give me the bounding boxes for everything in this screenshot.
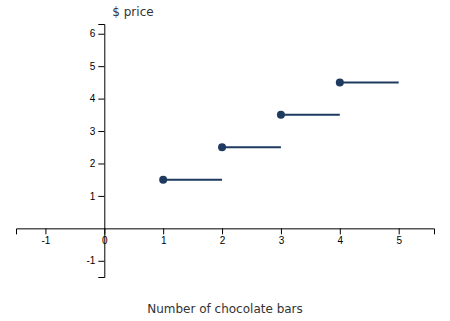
closed-endpoint — [159, 176, 167, 184]
x-tick: 5 — [396, 228, 402, 246]
y-tick-label: 1 — [90, 191, 96, 202]
y-tick: 1 — [90, 191, 105, 202]
y-tick: 4 — [90, 93, 105, 104]
y-tick-mark — [98, 66, 104, 67]
plot: -1012345-1123456 — [17, 25, 435, 278]
x-tick: 4 — [338, 228, 344, 246]
x-tick-label: 2 — [220, 235, 226, 246]
closed-endpoint — [336, 78, 344, 86]
x-tick-label: 1 — [161, 235, 167, 246]
y-tick-label: 3 — [90, 126, 96, 137]
y-tick: 5 — [90, 61, 105, 72]
x-tick: 2 — [220, 228, 226, 246]
y-tick-mark — [98, 131, 104, 132]
marks — [159, 78, 398, 183]
x-axis: -1012345 — [17, 228, 435, 246]
y-tick-mark — [98, 196, 104, 197]
x-tick-mark — [281, 228, 282, 234]
series — [159, 78, 398, 183]
closed-endpoint — [277, 111, 285, 119]
step-segment — [340, 81, 399, 83]
x-axis-line — [17, 229, 435, 235]
x-tick-mark — [340, 228, 341, 234]
x-tick-label: 5 — [396, 235, 402, 246]
x-tick-mark — [399, 228, 400, 234]
y-tick: 2 — [90, 158, 105, 169]
x-tick: -1 — [41, 228, 50, 246]
step-segment — [281, 114, 340, 116]
x-tick-label: -1 — [41, 235, 50, 246]
y-tick-label: 6 — [90, 28, 96, 39]
y-tick-label: 5 — [90, 61, 96, 72]
y-tick: 6 — [90, 28, 105, 39]
y-tick-mark — [98, 261, 104, 262]
y-tick: -1 — [86, 255, 104, 266]
y-axis-label: $ price — [112, 5, 153, 19]
chart: -1012345-1123456Number of chocolate bars… — [0, 0, 450, 321]
x-tick-mark — [45, 228, 46, 234]
y-tick-mark — [98, 99, 104, 100]
y-tick-mark — [98, 163, 104, 164]
y-tick-label: -1 — [86, 255, 95, 266]
step-segment — [222, 146, 281, 148]
x-tick: 3 — [279, 228, 285, 246]
x-tick-label: 4 — [338, 235, 344, 246]
x-tick-mark — [222, 228, 223, 234]
x-tick-label: 3 — [279, 235, 285, 246]
x-tick: 1 — [161, 228, 167, 246]
step-segment — [163, 179, 222, 181]
y-axis-line — [98, 25, 105, 278]
y-tick: 3 — [90, 126, 105, 137]
y-tick-mark — [98, 34, 104, 35]
x-tick-mark — [163, 228, 164, 234]
x-axis-label: Number of chocolate bars — [147, 302, 303, 316]
y-tick-label: 4 — [90, 93, 96, 104]
y-axis: -1 1 2 3 4 5 6 — [86, 25, 104, 278]
y-tick-label: 2 — [90, 158, 96, 169]
closed-endpoint — [218, 143, 226, 151]
